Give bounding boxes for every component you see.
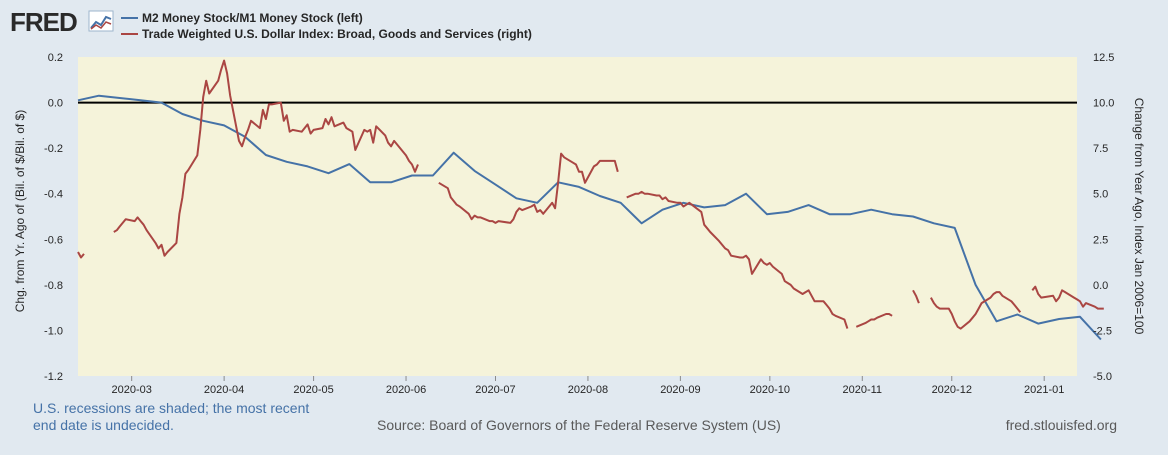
series-line-segment [930, 291, 1022, 330]
y-left-tick-label: 0.0 [48, 98, 63, 110]
recession-note-line2: end date is undecided. [33, 417, 174, 433]
y-right-tick-label: 7.5 [1093, 143, 1108, 155]
y-left-tick-label: -1.2 [44, 371, 63, 383]
y-right-tick-label: 10.0 [1093, 98, 1114, 110]
y-left-tick-label: 0.2 [48, 52, 63, 64]
series-line-segment [77, 94, 1102, 341]
y-right-tick-label: 0.0 [1093, 280, 1108, 292]
y-right-ticks: 12.5 10.0 7.5 5.0 2.5 0.0 -2.5 -5.0 [1093, 52, 1114, 383]
fred-logo[interactable]: FRED [10, 7, 114, 37]
fred-logo-text: FRED [10, 7, 77, 37]
recession-note-line1: U.S. recessions are shaded; the most rec… [33, 400, 309, 416]
y-right-axis-title: Change from Year Ago, Index Jan 2006=100 [1132, 98, 1146, 335]
x-tick-label: 2020-05 [293, 384, 333, 396]
x-tick-label: 2020-10 [750, 384, 790, 396]
y-right-tick-label: 2.5 [1093, 234, 1108, 246]
x-tick-label: 2020-06 [386, 384, 426, 396]
series-line-segment [113, 59, 419, 257]
y-right-tick-label: -2.5 [1093, 325, 1112, 337]
series-dollar-index [77, 59, 1104, 330]
x-tick-label: 2020-03 [111, 384, 151, 396]
y-left-tick-label: -0.6 [44, 234, 63, 246]
y-right-tick-label: 5.0 [1093, 189, 1108, 201]
series-m2-m1-ratio [77, 94, 1102, 341]
plot-area [78, 57, 1077, 376]
series-line-segment [1031, 285, 1104, 310]
y-right-tick-label: -5.0 [1093, 371, 1112, 383]
x-tick-label: 2020-12 [932, 384, 972, 396]
legend: M2 Money Stock/M1 Money Stock (left) Tra… [121, 11, 532, 41]
y-left-tick-label: -0.4 [44, 189, 63, 201]
legend-label-m2: M2 Money Stock/M1 Money Stock (left) [142, 11, 363, 25]
series-line-segment [626, 190, 849, 329]
series-line-segment [855, 313, 893, 328]
x-tick-label: 2020-07 [475, 384, 515, 396]
site-link[interactable]: fred.stlouisfed.org [1006, 417, 1117, 433]
legend-label-dollar-index: Trade Weighted U.S. Dollar Index: Broad,… [142, 27, 532, 41]
y-left-tick-label: -0.8 [44, 280, 63, 292]
source-note: Source: Board of Governors of the Federa… [377, 417, 781, 433]
series-line-segment [438, 152, 619, 224]
y-left-axis-title: Chg. from Yr. Ago of (Bil. of $/Bil. of … [13, 110, 27, 313]
x-tick-label: 2020-11 [843, 384, 883, 396]
y-left-tick-label: -0.2 [44, 143, 63, 155]
y-left-tick-label: -1.0 [44, 325, 63, 337]
x-tick-label: 2020-08 [568, 384, 608, 396]
x-tick-label: 2021-01 [1024, 384, 1064, 396]
x-tick-label: 2020-09 [660, 384, 700, 396]
logo-chart-icon [88, 10, 114, 32]
y-left-ticks: 0.2 0.0 -0.2 -0.4 -0.6 -0.8 -1.0 -1.2 [44, 52, 63, 383]
series-layer [77, 59, 1104, 341]
y-right-tick-label: 12.5 [1093, 52, 1114, 64]
series-line-segment [77, 251, 85, 259]
series-line-segment [912, 289, 920, 304]
x-ticks: 2020-03 2020-04 2020-05 2020-06 2020-07 2020-… [111, 376, 1064, 396]
x-tick-label: 2020-04 [204, 384, 244, 396]
